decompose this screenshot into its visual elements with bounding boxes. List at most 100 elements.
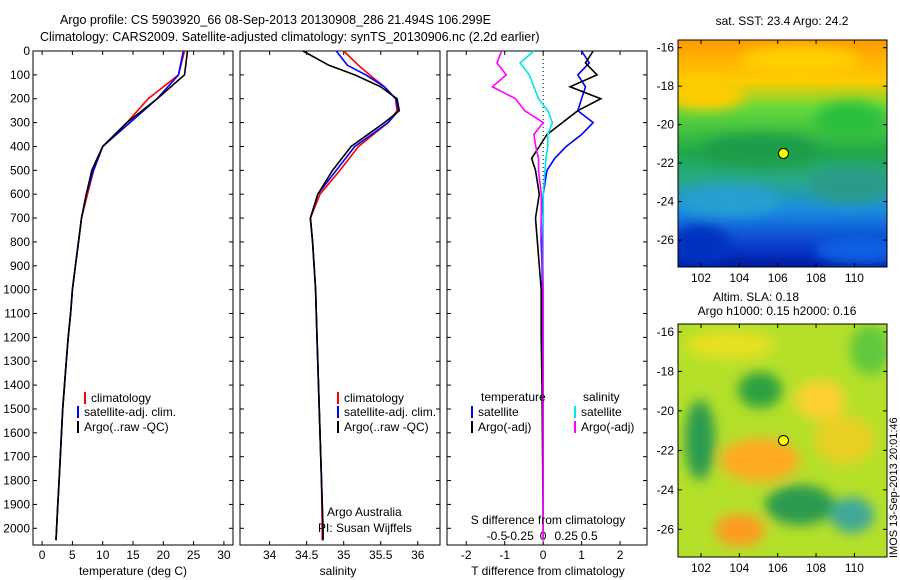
sla-lon-ticks: 102 104 106 108 110: [691, 324, 864, 575]
salinity-x-tick-label: 34.5: [295, 548, 319, 562]
difference-t-tick-label: 1: [578, 548, 585, 562]
salinity-x-tick-label: 35.5: [369, 548, 393, 562]
depth-tick-label: 1500: [3, 402, 30, 416]
lat-tick-label: -16: [657, 41, 675, 55]
series-argo-raw-qc: [302, 50, 401, 541]
difference-s-tick-label: 0.5: [581, 529, 598, 543]
lat-tick-label: -24: [657, 195, 675, 209]
depth-tick-label: 2000: [3, 521, 30, 535]
salinity-annotation-line1: Argo Australia: [327, 505, 402, 519]
sla-map-title-line2: Argo h1000: 0.15 h2000: 0.16: [698, 304, 857, 318]
legend-argo-label: Argo(..raw -QC): [84, 420, 169, 434]
lat-tick-label: -18: [657, 79, 675, 93]
salinity-x-ticks: 34 34.5 35 35.5 36: [263, 51, 425, 562]
temperature-depth-ticks: 0 100 200 300 400 500 600 700 800 900 1000 1100 1200…: [3, 44, 233, 535]
sst-lon-ticks: 102 104 106 108 110: [691, 40, 864, 285]
depth-tick-label: 1100: [4, 307, 30, 321]
salinity-legend: climatology satellite-adj. clim. Argo(..…: [337, 391, 436, 434]
depth-tick-label: 500: [10, 163, 30, 177]
lon-tick-label: 108: [806, 271, 826, 285]
difference-legend: temperature satellite Argo(-adj) salinit…: [471, 390, 634, 434]
temperature-x-tick-label: 5: [69, 548, 76, 562]
series-s-argo-adj: [490, 50, 545, 541]
difference-x-ticks: -2 -1 0 1 2-0.5 -0.25 0 0.25 0.5: [461, 51, 624, 562]
salinity-depth-ticks: [240, 50, 440, 529]
legend-t-satellite-label: satellite: [478, 405, 519, 419]
depth-tick-label: 300: [10, 116, 30, 130]
temperature-x-tick-label: 20: [157, 548, 171, 562]
temperature-axes: [32, 50, 234, 546]
depth-tick-label: 1600: [3, 426, 30, 440]
temperature-x-tick-label: 0: [39, 548, 46, 562]
difference-panel: -2 -1 0 1 2-0.5 -0.25 0 0.25 0.5 temperature sat…: [446, 50, 648, 578]
depth-tick-label: 0: [23, 44, 30, 58]
temperature-panel: 0100200300400500600700800900100011001200…: [3, 44, 234, 578]
salinity-x-tick-label: 34: [263, 548, 277, 562]
salinity-x-tick-label: 35: [337, 548, 351, 562]
legend-satellite-label: satellite-adj. clim.: [344, 405, 436, 419]
depth-tick-label: 900: [10, 259, 30, 273]
salinity-axes: [239, 50, 441, 546]
lon-tick-label: 110: [845, 561, 864, 575]
lat-tick-label: -20: [657, 404, 675, 418]
legend-s-satellite-label: satellite: [581, 405, 622, 419]
difference-lines: [490, 50, 603, 541]
lat-tick-label: -20: [657, 118, 675, 132]
sla-map-panel: Altim. SLA: 0.18 Argo h1000: 0.15 h2000:…: [657, 290, 900, 575]
salinity-lines: [302, 50, 401, 541]
legend-climatology-label: climatology: [91, 391, 151, 405]
figure-title-line2: Climatology: CARS2009. Satellite-adjuste…: [40, 30, 540, 44]
lon-tick-label: 108: [806, 561, 826, 575]
sla-map-title-line1: Altim. SLA: 0.18: [713, 290, 799, 304]
difference-axes: [446, 50, 648, 546]
temperature-legend: climatology satellite-adj. clim. Argo(..…: [77, 391, 176, 434]
lat-tick-label: -22: [657, 156, 675, 170]
lon-tick-label: 104: [729, 271, 749, 285]
difference-t-tick-label: -2: [461, 548, 472, 562]
salinity-panel: 34 34.5 35 35.5 36 climatology satellite-adj…: [239, 50, 441, 578]
temperature-xlabel: temperature (deg C): [79, 564, 187, 578]
salinity-xlabel: salinity: [320, 564, 357, 578]
lat-tick-label: -26: [657, 233, 675, 247]
salinity-annotation-line2: PI: Susan Wijffels: [318, 521, 412, 535]
temperature-x-tick-label: 30: [217, 548, 231, 562]
series-argo-raw-qc: [55, 50, 189, 541]
difference-depth-ticks: [447, 50, 647, 529]
lon-tick-label: 106: [768, 561, 788, 575]
depth-tick-label: 1900: [3, 497, 30, 511]
imos-timestamp-label: IMOS 13-Sep-2013 20:01:46: [888, 417, 900, 558]
depth-tick-label: 1400: [3, 378, 30, 392]
temperature-x-ticks: 0 5 10 15 20 25 30: [39, 51, 231, 562]
depth-tick-label: 1800: [3, 474, 30, 488]
lat-tick-label: -18: [657, 364, 675, 378]
depth-tick-label: 1700: [3, 450, 30, 464]
legend-salinity-title: salinity: [583, 390, 620, 404]
lon-tick-label: 104: [729, 561, 749, 575]
legend-argo-label: Argo(..raw -QC): [344, 420, 429, 434]
lat-tick-label: -24: [657, 483, 675, 497]
sst-argo-float-marker: [777, 148, 789, 159]
difference-xlabel: T difference from climatology: [471, 564, 625, 578]
salinity-x-tick-label: 36: [411, 548, 425, 562]
sst-map-title: sat. SST: 23.4 Argo: 24.2: [716, 14, 849, 28]
temperature-x-tick-label: 10: [96, 548, 110, 562]
depth-tick-label: 1300: [3, 354, 30, 368]
difference-t-tick-label: 2: [617, 548, 624, 562]
temperature-x-tick-label: 25: [187, 548, 201, 562]
depth-tick-label: 800: [10, 235, 30, 249]
lon-tick-label: 106: [768, 271, 788, 285]
depth-tick-label: 600: [10, 187, 30, 201]
temperature-x-tick-label: 15: [126, 548, 140, 562]
lon-tick-label: 102: [691, 561, 711, 575]
depth-tick-label: 400: [10, 139, 30, 153]
difference-s-tick-label: -0.25: [506, 529, 534, 543]
depth-tick-label: 1200: [3, 330, 30, 344]
difference-top-xlabel: S difference from climatology: [471, 513, 626, 527]
sla-argo-float-marker: [777, 435, 789, 446]
sst-map-panel: sat. SST: 23.4 Argo: 24.2 -16 -18 -20 -22 -2…: [657, 14, 888, 285]
sst-lat-ticks: -16 -18 -20 -22 -24 -26: [657, 41, 887, 247]
legend-s-argo-label: Argo(-adj): [581, 420, 634, 434]
difference-s-tick-label: 0.25: [555, 529, 579, 543]
temperature-lines: [55, 50, 189, 541]
